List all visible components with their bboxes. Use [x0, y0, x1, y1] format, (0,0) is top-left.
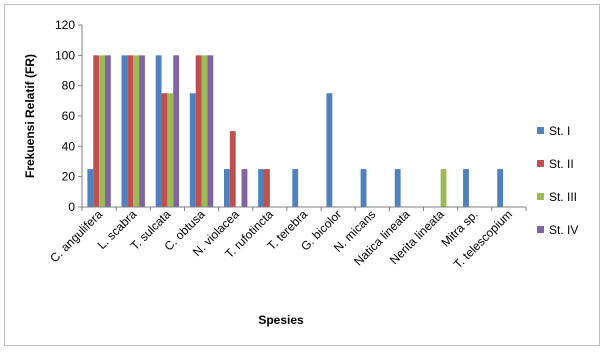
- x-axis-title: Spesies: [258, 313, 304, 327]
- bar-st-iii-3: [202, 55, 208, 207]
- bar-st-i-12: [497, 169, 503, 207]
- bar-st-iv-2: [173, 55, 179, 207]
- x-tick-label: C. angulifera: [47, 207, 105, 265]
- legend: St. I St. II St. III St. IV: [537, 124, 578, 237]
- bar-st-i-2: [156, 55, 162, 207]
- bar-st-i-9: [395, 169, 401, 207]
- bar-st-i-8: [361, 169, 367, 207]
- legend-swatch: [537, 127, 544, 134]
- bar-st-iii-10: [441, 169, 447, 207]
- legend-label: St. III: [549, 190, 577, 204]
- legend-label: St. I: [549, 124, 570, 138]
- y-tick-label: 120: [55, 18, 75, 32]
- legend-swatch: [537, 226, 544, 233]
- y-tick-label: 40: [62, 139, 76, 153]
- bar-st-i-5: [258, 169, 264, 207]
- legend-swatch: [537, 160, 544, 167]
- bar-st-ii-1: [127, 55, 133, 207]
- bars: [87, 55, 503, 207]
- legend-label: St. IV: [549, 223, 578, 237]
- bar-st-ii-0: [93, 55, 99, 207]
- y-tick-label: 80: [62, 79, 76, 93]
- bar-st-i-3: [190, 93, 196, 207]
- bar-st-ii-4: [230, 131, 236, 207]
- bar-st-ii-3: [196, 55, 202, 207]
- y-tick-label: 60: [62, 109, 76, 123]
- bar-st-iii-1: [133, 55, 139, 207]
- bar-st-i-7: [326, 93, 332, 207]
- y-axis-title-group: Frekuensi Relatif (FR): [23, 54, 37, 178]
- bar-st-ii-5: [264, 169, 270, 207]
- bar-st-i-1: [122, 55, 128, 207]
- y-axis-title: Frekuensi Relatif (FR): [23, 54, 37, 178]
- bar-st-iv-3: [207, 55, 213, 207]
- chart-frame: Frekuensi Relatif (FR) Spesies 0 20 40 60 80…: [4, 4, 600, 346]
- y-tick-label: 100: [55, 48, 75, 62]
- y-axis-ticks: 0 20 40 60 80 100 120: [55, 18, 82, 214]
- bar-st-iv-1: [139, 55, 145, 207]
- bar-st-i-6: [292, 169, 298, 207]
- bar-st-iii-0: [99, 55, 105, 207]
- legend-label: St. II: [549, 157, 574, 171]
- legend-swatch: [537, 193, 544, 200]
- bar-st-ii-2: [162, 93, 168, 207]
- bar-st-iv-4: [242, 169, 248, 207]
- bar-chart: Frekuensi Relatif (FR) Spesies 0 20 40 60 80…: [5, 5, 601, 347]
- bar-st-iv-0: [105, 55, 111, 207]
- bar-st-i-0: [87, 169, 93, 207]
- bar-st-i-11: [463, 169, 469, 207]
- bar-st-iii-2: [167, 93, 173, 207]
- bar-st-i-4: [224, 169, 230, 207]
- y-tick-label: 20: [62, 170, 76, 184]
- y-tick-label: 0: [68, 200, 75, 214]
